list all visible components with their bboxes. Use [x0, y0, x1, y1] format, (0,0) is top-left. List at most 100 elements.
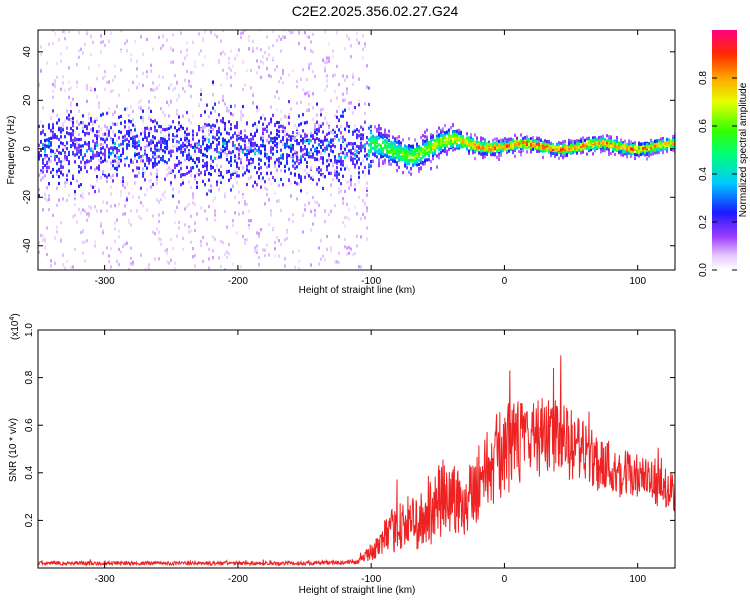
heatmap-cell	[604, 149, 606, 153]
heatmap-cell	[398, 152, 400, 156]
heatmap-cell	[156, 174, 158, 178]
heatmap-cell	[86, 131, 88, 135]
heatmap-cell	[150, 158, 152, 162]
heatmap-cell	[548, 150, 550, 154]
heatmap-cell	[416, 154, 418, 158]
heatmap-cell	[198, 125, 200, 129]
heatmap-cell	[362, 34, 364, 38]
heatmap-cell	[276, 158, 278, 162]
heatmap-cell	[266, 138, 268, 142]
heatmap-cell	[556, 152, 558, 157]
heatmap-cell	[338, 118, 340, 122]
heatmap-cell	[246, 121, 248, 125]
heatmap-cell	[568, 150, 570, 155]
heatmap-cell	[536, 149, 538, 153]
heatmap-cell	[234, 154, 236, 158]
heatmap-cell	[574, 149, 576, 153]
heatmap-cell	[44, 163, 46, 168]
heatmap-cell	[208, 178, 210, 182]
heatmap-cell	[104, 158, 106, 162]
heatmap-cell	[350, 180, 352, 184]
heatmap-cell	[336, 166, 338, 170]
heatmap-cell	[250, 219, 252, 223]
heatmap-cell	[456, 145, 458, 149]
heatmap-cell	[630, 145, 632, 149]
heatmap-cell	[356, 133, 358, 137]
heatmap-cell	[86, 124, 88, 128]
heatmap-cell	[378, 158, 380, 162]
heatmap-cell	[194, 221, 196, 225]
heatmap-cell	[328, 144, 330, 148]
heatmap-cell	[386, 147, 388, 151]
heatmap-cell	[128, 268, 130, 270]
heatmap-x-tick-label: 0	[502, 276, 508, 287]
heatmap-cell	[382, 136, 384, 140]
heatmap-cell	[562, 147, 564, 151]
heatmap-cell	[170, 169, 172, 173]
heatmap-cell	[308, 66, 310, 70]
heatmap-cell	[114, 75, 116, 79]
heatmap-cell	[392, 148, 394, 152]
heatmap-cell	[158, 140, 160, 144]
heatmap-cell	[244, 30, 246, 32]
heatmap-cell	[204, 164, 206, 168]
heatmap-cell	[80, 183, 82, 187]
heatmap-cell	[184, 138, 186, 142]
heatmap-cell	[186, 165, 188, 170]
heatmap-cell	[172, 133, 174, 137]
heatmap-cell	[106, 111, 108, 115]
heatmap-cell	[662, 149, 664, 153]
heatmap-cell	[82, 192, 84, 196]
heatmap-cell	[146, 137, 148, 141]
heatmap-cell	[202, 179, 204, 183]
heatmap-cell	[158, 160, 160, 164]
heatmap-cell	[66, 178, 68, 182]
heatmap-cell	[640, 142, 642, 146]
heatmap-cell	[314, 74, 316, 78]
heatmap-cell	[76, 142, 78, 146]
heatmap-cell	[364, 173, 366, 178]
heatmap-cell	[78, 132, 80, 137]
heatmap-cell	[354, 188, 356, 192]
heatmap-cell	[204, 147, 206, 151]
heatmap-cell	[398, 165, 400, 169]
snr-scale-exp: 4	[9, 317, 16, 321]
heatmap-cell	[350, 101, 352, 105]
heatmap-cell	[148, 127, 150, 131]
heatmap-cell	[404, 144, 406, 148]
heatmap-cell	[668, 144, 670, 148]
heatmap-cell	[466, 147, 468, 151]
heatmap-cell	[238, 142, 240, 147]
heatmap-cell	[620, 144, 622, 149]
heatmap-cell	[364, 120, 366, 124]
heatmap-cell	[270, 150, 272, 154]
heatmap-cell	[440, 128, 442, 132]
heatmap-cell	[440, 134, 442, 138]
heatmap-cell	[56, 186, 58, 190]
heatmap-cell	[270, 156, 272, 160]
heatmap-cell	[640, 144, 642, 148]
heatmap-cell	[96, 179, 98, 183]
heatmap-cell	[306, 91, 308, 95]
heatmap-cell	[634, 156, 636, 160]
heatmap-cell	[214, 237, 216, 241]
heatmap-cell	[68, 169, 70, 173]
heatmap-cell	[190, 121, 192, 125]
heatmap-cell	[296, 79, 298, 83]
heatmap-cell	[354, 129, 356, 133]
heatmap-cell	[512, 139, 514, 143]
heatmap-cell	[166, 100, 168, 104]
heatmap-cell	[38, 143, 40, 147]
heatmap-cell	[274, 164, 276, 169]
heatmap-cell	[182, 181, 184, 185]
heatmap-cell	[52, 136, 54, 140]
heatmap-cell	[528, 143, 530, 147]
heatmap-cell	[346, 252, 348, 256]
heatmap-cell	[210, 166, 212, 170]
heatmap-cell	[656, 139, 658, 143]
heatmap-cell	[242, 234, 244, 239]
heatmap-cell	[72, 174, 74, 178]
snr-series-line	[38, 355, 675, 567]
heatmap-cell	[148, 141, 150, 145]
heatmap-cell	[56, 162, 58, 166]
